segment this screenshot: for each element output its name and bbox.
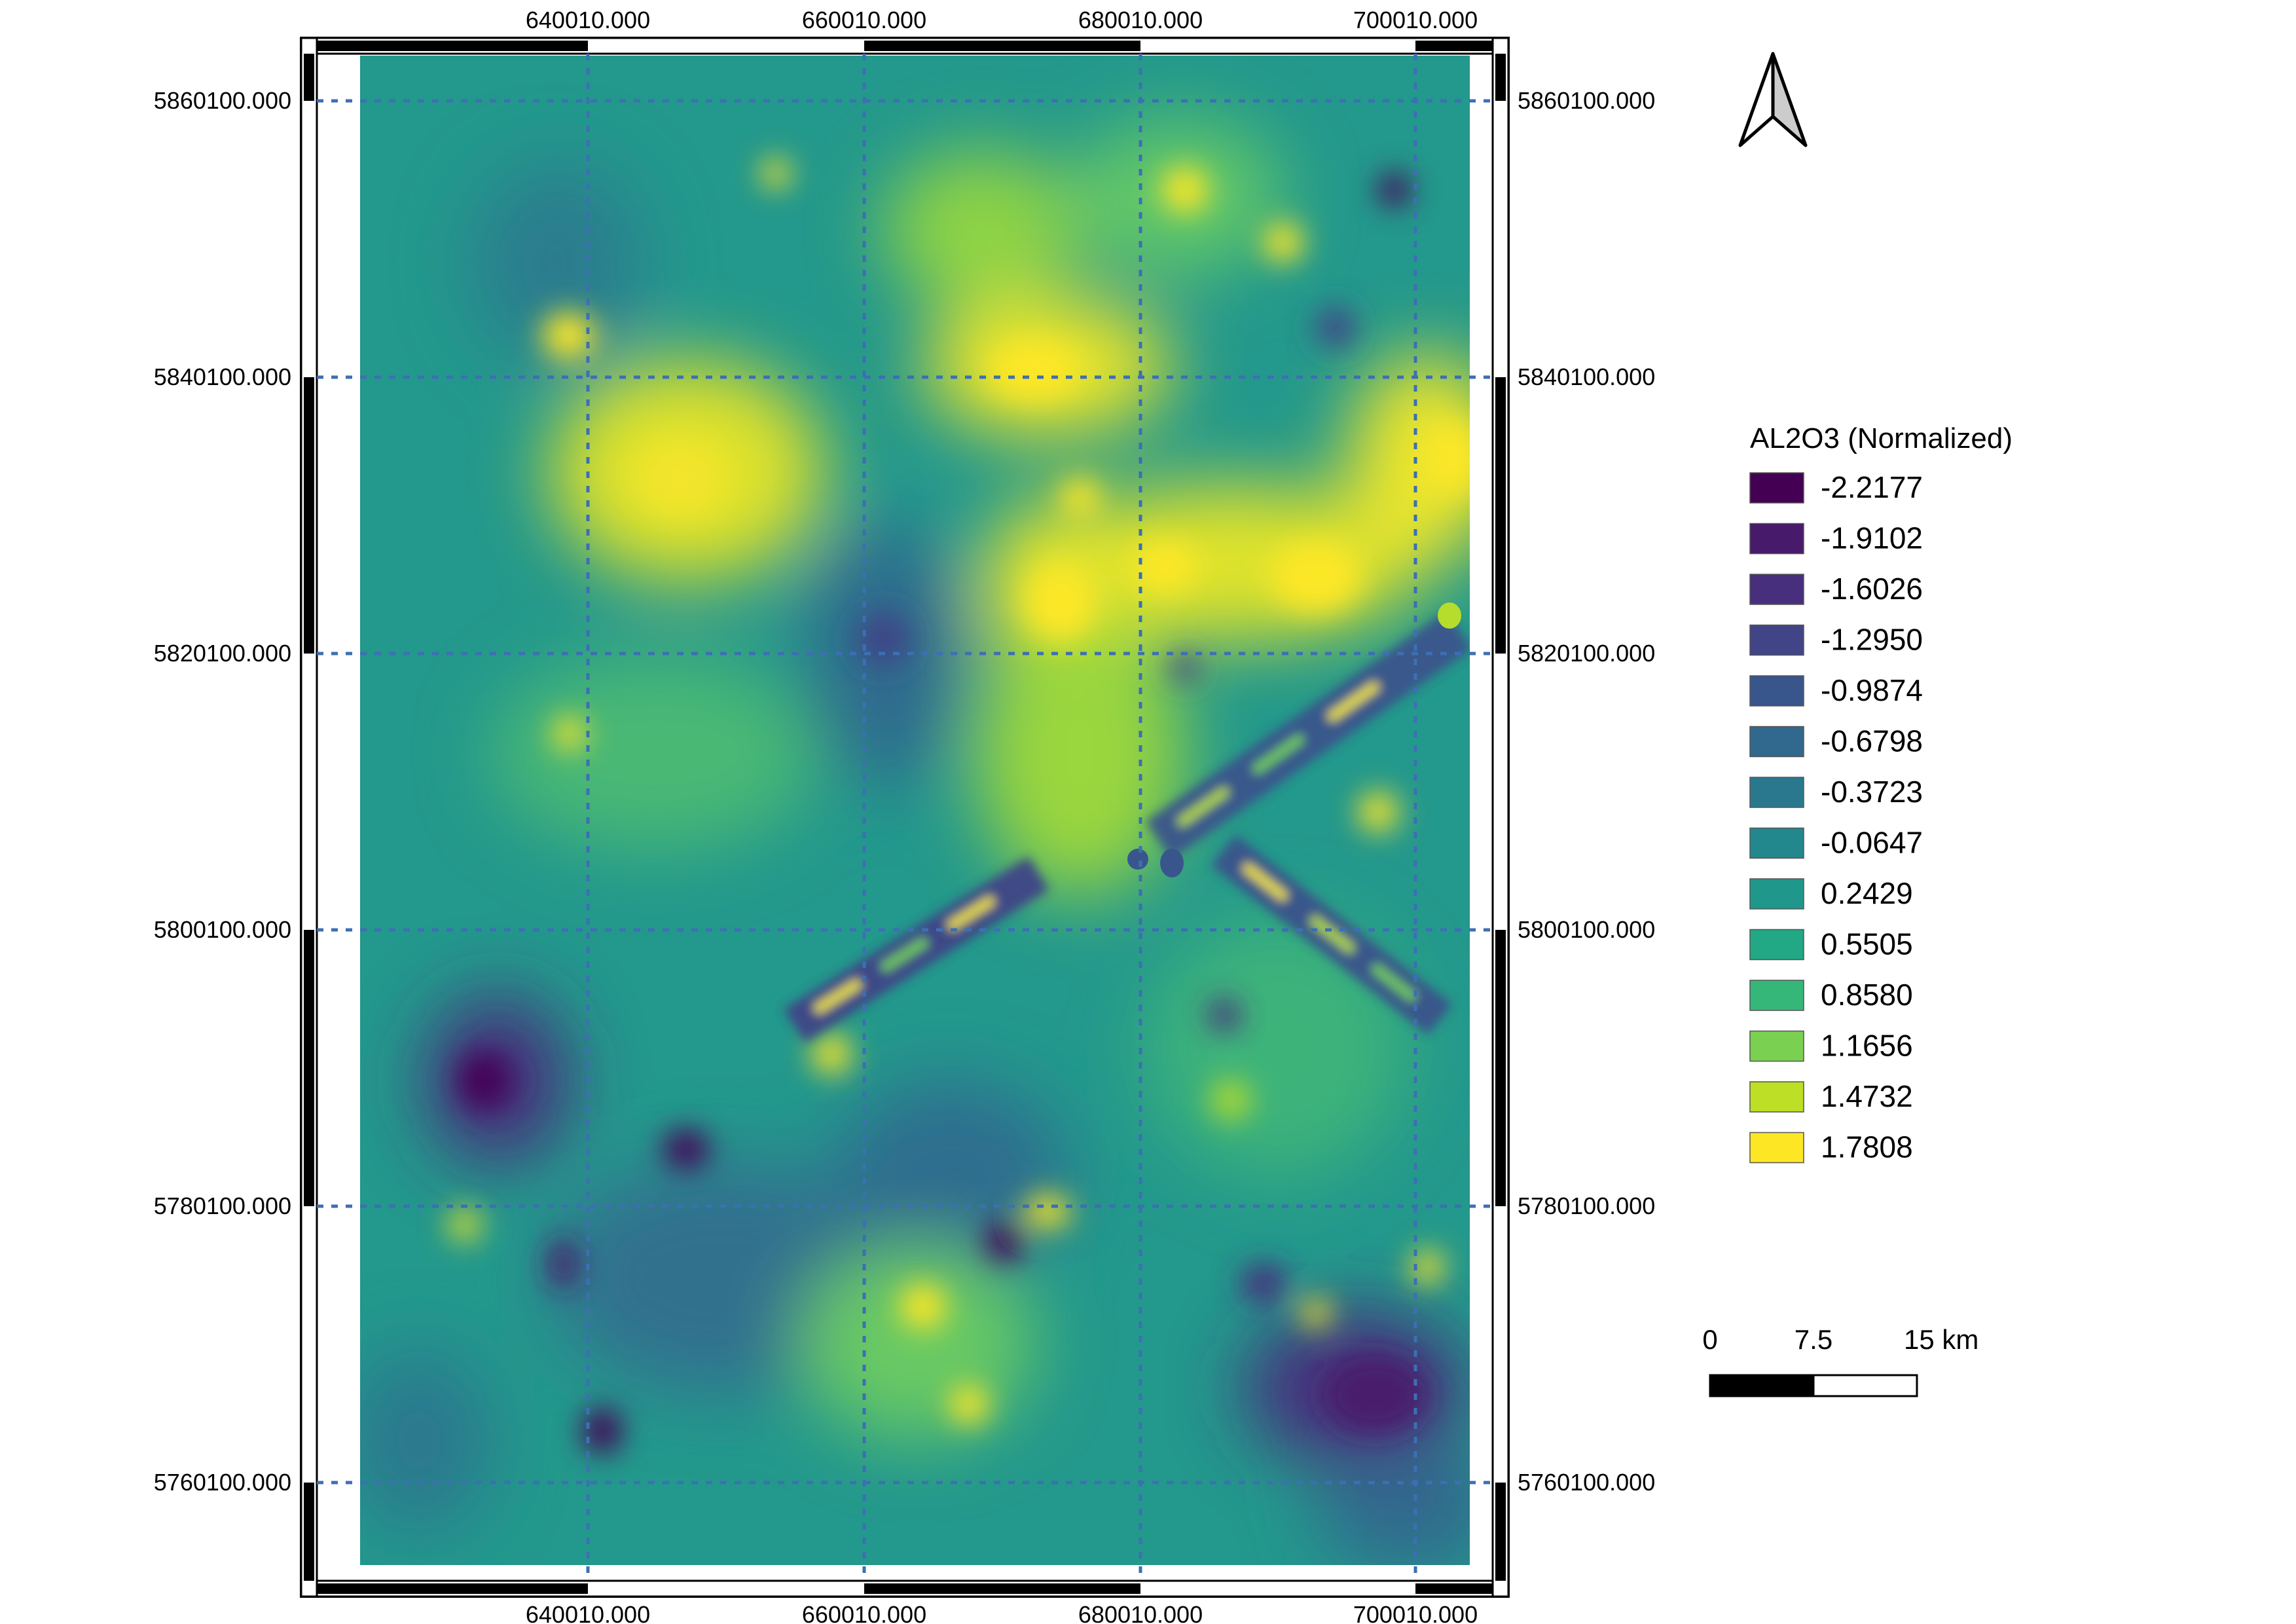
legend-swatch-0 (1749, 472, 1804, 504)
y-axis-labels-left: 5860100.000 5840100.000 5820100.000 5800… (154, 87, 291, 1496)
legend-title: AL2O3 (Normalized) (1750, 422, 2013, 454)
y-tick-label-left-1: 5840100.000 (154, 363, 291, 390)
legend-label-13: 1.7808 (1821, 1130, 1913, 1164)
x-axis-labels-top: 640010.000 660010.000 680010.000 700010.… (526, 7, 1478, 33)
y-tick-label-right-4: 5780100.000 (1518, 1192, 1655, 1219)
legend-label-2: -1.6026 (1821, 572, 1923, 606)
y-axis-labels-right: 5860100.000 5840100.000 5820100.000 5800… (1518, 87, 1655, 1496)
legend-items: -2.2177 -1.9102 -1.6026 -1.2950 -0.9874 -0.67… (1749, 470, 1923, 1164)
legend-swatch-7 (1749, 827, 1804, 859)
x-tick-label-bottom-2: 680010.000 (1078, 1601, 1203, 1624)
legend-swatch-11 (1749, 1030, 1804, 1062)
x-tick-label-bottom-0: 640010.000 (526, 1601, 650, 1624)
y-tick-label-left-3: 5800100.000 (154, 916, 291, 943)
x-tick-label-bottom-1: 660010.000 (802, 1601, 926, 1624)
legend-swatch-4 (1749, 675, 1804, 707)
legend-swatch-6 (1749, 777, 1804, 808)
legend-swatch-2 (1749, 574, 1804, 605)
scalebar-segment-white (1812, 1374, 1918, 1397)
scalebar-label-0: 0 (1702, 1324, 1717, 1355)
y-tick-label-right-5: 5760100.000 (1518, 1469, 1655, 1496)
x-tick-label-top-1: 660010.000 (802, 7, 926, 33)
y-tick-label-right-0: 5860100.000 (1518, 87, 1655, 114)
raster-surface (360, 56, 1470, 1565)
scalebar-segment-black (1709, 1374, 1815, 1397)
legend-label-8: 0.2429 (1821, 876, 1913, 910)
y-tick-label-left-0: 5860100.000 (154, 87, 291, 114)
legend-label-6: -0.3723 (1821, 775, 1923, 809)
x-tick-label-bottom-3: 700010.000 (1353, 1601, 1478, 1624)
legend-swatch-13 (1749, 1132, 1804, 1164)
legend-swatch-5 (1749, 726, 1804, 758)
y-tick-label-right-1: 5840100.000 (1518, 363, 1655, 390)
legend-label-3: -1.2950 (1821, 623, 1923, 657)
legend-label-7: -0.0647 (1821, 826, 1923, 860)
legend-swatch-12 (1749, 1081, 1804, 1113)
legend-label-5: -0.6798 (1821, 724, 1923, 758)
legend-label-10: 0.8580 (1821, 978, 1913, 1012)
y-tick-label-left-4: 5780100.000 (154, 1192, 291, 1219)
legend-swatch-3 (1749, 624, 1804, 656)
legend-swatch-9 (1749, 929, 1804, 961)
y-tick-label-right-2: 5820100.000 (1518, 640, 1655, 667)
x-axis-labels-bottom: 640010.000 660010.000 680010.000 700010.… (526, 1601, 1478, 1624)
north-arrow-icon (1738, 52, 1808, 147)
legend-swatch-8 (1749, 878, 1804, 910)
legend-label-12: 1.4732 (1821, 1079, 1913, 1113)
x-tick-label-top-2: 680010.000 (1078, 7, 1203, 33)
x-tick-label-top-3: 700010.000 (1353, 7, 1478, 33)
scalebar-label-1: 7.5 (1795, 1324, 1832, 1355)
x-tick-label-top-0: 640010.000 (526, 7, 650, 33)
legend-swatch-10 (1749, 980, 1804, 1011)
y-tick-label-left-2: 5820100.000 (154, 640, 291, 667)
y-tick-label-left-5: 5760100.000 (154, 1469, 291, 1496)
y-tick-label-right-3: 5800100.000 (1518, 916, 1655, 943)
scale-bar: 0 7.5 15 km (1702, 1324, 1978, 1397)
legend-swatch-1 (1749, 523, 1804, 555)
graticule-grid (317, 54, 1493, 1581)
legend-label-4: -0.9874 (1821, 673, 1923, 707)
legend: AL2O3 (Normalized) -2.2177 -1.9102 -1.6026… (1749, 422, 2013, 1164)
legend-label-11: 1.1656 (1821, 1029, 1913, 1063)
scalebar-label-2: 15 km (1904, 1324, 1978, 1355)
legend-label-0: -2.2177 (1821, 470, 1923, 504)
legend-label-9: 0.5505 (1821, 927, 1913, 961)
legend-label-1: -1.9102 (1821, 521, 1923, 555)
